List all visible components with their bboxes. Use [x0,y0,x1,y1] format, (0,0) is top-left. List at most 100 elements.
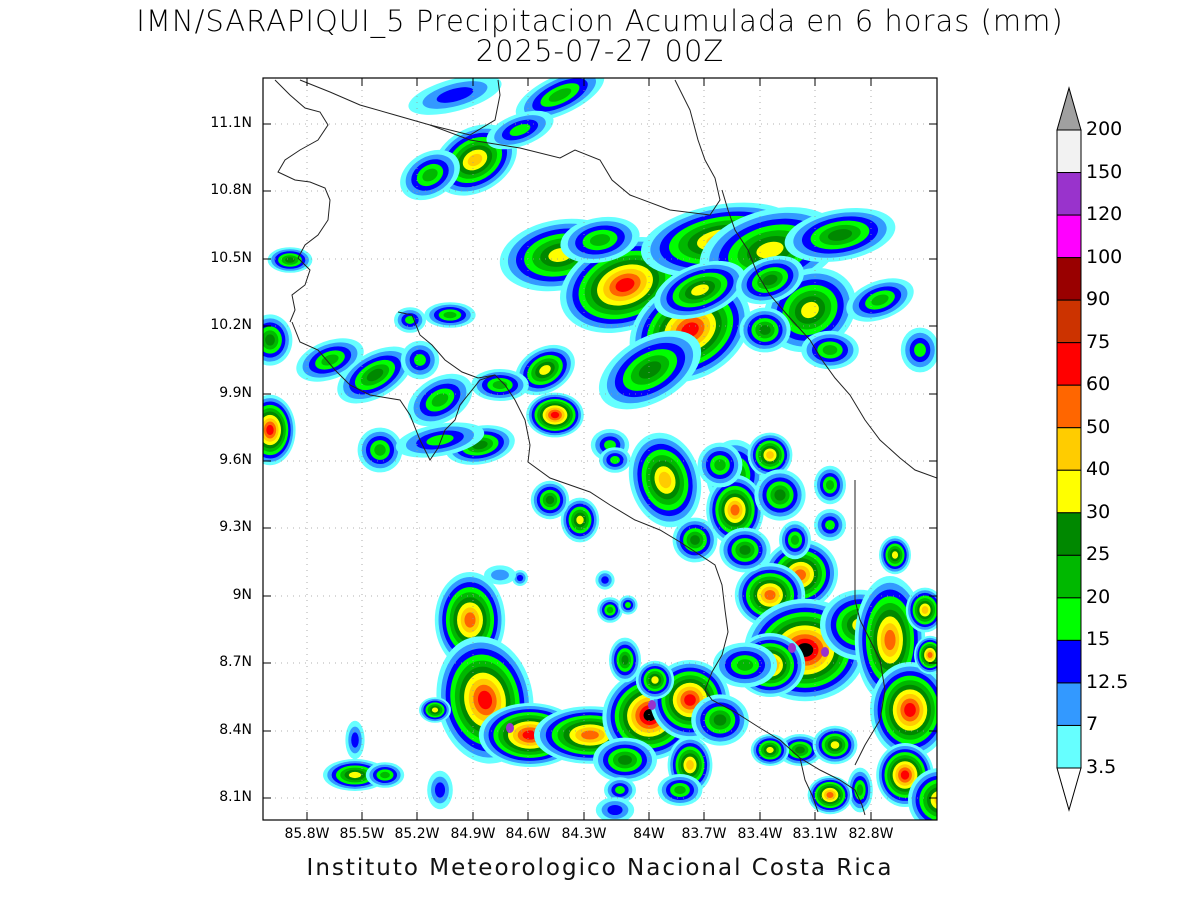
lat-tick-label: 10.8N [210,182,252,198]
rain-cell [807,775,853,815]
rain-cell [777,734,823,766]
coastline-borders [274,79,937,816]
lon-tick-label: 82.8W [848,826,894,842]
rain-cell [750,734,790,766]
map-date: 2025-07-27 00Z [475,34,725,68]
colorbar-label: 200 [1086,118,1123,140]
plot-frame [262,77,938,821]
rain-cell [599,447,631,473]
rain-cell [471,369,529,401]
lon-tick-label: 85.5W [339,826,385,842]
rain-cell [604,777,636,803]
rain-cell [784,207,896,263]
rain-cell [635,660,675,700]
rain-cell [263,394,296,466]
rain-cell [667,736,713,794]
rain-cell [419,697,451,723]
rain-cell [736,255,804,305]
rain-cell [595,797,635,820]
colorbar-label: 60 [1086,373,1111,396]
lon-tick-label: 84.9W [450,826,496,842]
rain-cell [691,694,749,746]
axis-ticks [263,78,937,820]
rain-cell [900,327,937,373]
colorbar-over-arrow [1056,86,1082,131]
map-title: IMN/SARAPIQUI_5 Precipitacion Acumulada … [136,4,1064,38]
rain-peak [648,700,656,710]
colorbar-label: 25 [1086,543,1111,566]
colorbar [1056,86,1082,812]
colorbar-swatch [1056,214,1082,259]
lat-tick-label: 10.2N [210,317,252,333]
rain-cell [407,373,473,427]
border-panama [854,480,886,766]
colorbar-label: 150 [1086,160,1123,183]
colorbar-label: 7 [1086,713,1099,736]
lon-tick-label: 83.4W [737,826,783,842]
rain-cell [697,442,743,488]
colorbar-swatch [1056,384,1082,429]
precipitation-field [263,78,937,820]
gulf-nicoya [397,311,531,463]
rain-cell [263,314,293,366]
nicoya-peninsula [291,321,496,461]
rain-peak [506,723,514,733]
nicaragua-coast [274,79,331,323]
colorbar-swatch [1056,129,1082,174]
rain-cell [394,307,426,333]
rain-cell [597,597,623,623]
colorbar-label: 50 [1086,415,1111,438]
rain-cell [357,427,403,473]
caribbean-coast [721,189,937,479]
rain-peak [788,643,796,653]
lon-tick-label: 83.1W [792,826,838,842]
rain-cell [908,768,937,820]
rain-cell [267,247,313,273]
rain-cell [779,520,811,560]
colorbar-swatch [1056,257,1082,301]
rain-cell [846,278,914,322]
rain-peak [821,647,829,657]
rain-cell [719,527,771,573]
colorbar-swatch [1056,554,1082,599]
lon-tick-label: 84.6W [505,826,551,842]
rain-cell [713,642,777,688]
lat-tick-label: 9.3N [219,519,252,535]
rain-cell [598,330,702,410]
rain-cell [484,565,516,585]
lat-tick-label: 9.6N [219,452,252,468]
colorbar-swatch [1056,639,1082,684]
rain-cell [424,302,476,328]
rain-cell [628,432,702,528]
rain-cell [526,392,584,438]
rain-cell [400,149,460,201]
burica [799,757,819,813]
colorbar-swatch [1056,427,1082,471]
colorbar-label: 12.5 [1086,670,1129,693]
colorbar-label: 20 [1086,585,1111,608]
colorbar-swatch [1056,512,1082,556]
rain-cell [593,737,657,783]
colorbar-label: 100 [1086,245,1123,268]
lat-tick-label: 8.1N [219,789,252,805]
colorbar-swatch [1056,172,1082,216]
rain-cell [672,517,718,563]
rain-cell [400,340,440,380]
colorbar-label: 90 [1086,288,1111,311]
colorbar-swatch [1056,724,1082,769]
colorbar-label: 15 [1086,628,1111,651]
rain-cell [657,774,703,806]
rain-cell [814,465,846,505]
rain-cell [706,474,764,546]
lat-tick-label: 9.9N [219,385,252,401]
central-pacific-coast [527,461,866,816]
lon-tick-label: 85.8W [284,826,330,842]
colorbar-swatch [1056,597,1082,641]
rain-cell [515,344,575,396]
rain-cell [654,260,746,320]
rain-cell [914,635,937,675]
rain-cell [812,725,858,765]
rain-cell [609,637,641,683]
rain-cell [365,762,405,788]
colorbar-label: 3.5 [1086,756,1117,778]
